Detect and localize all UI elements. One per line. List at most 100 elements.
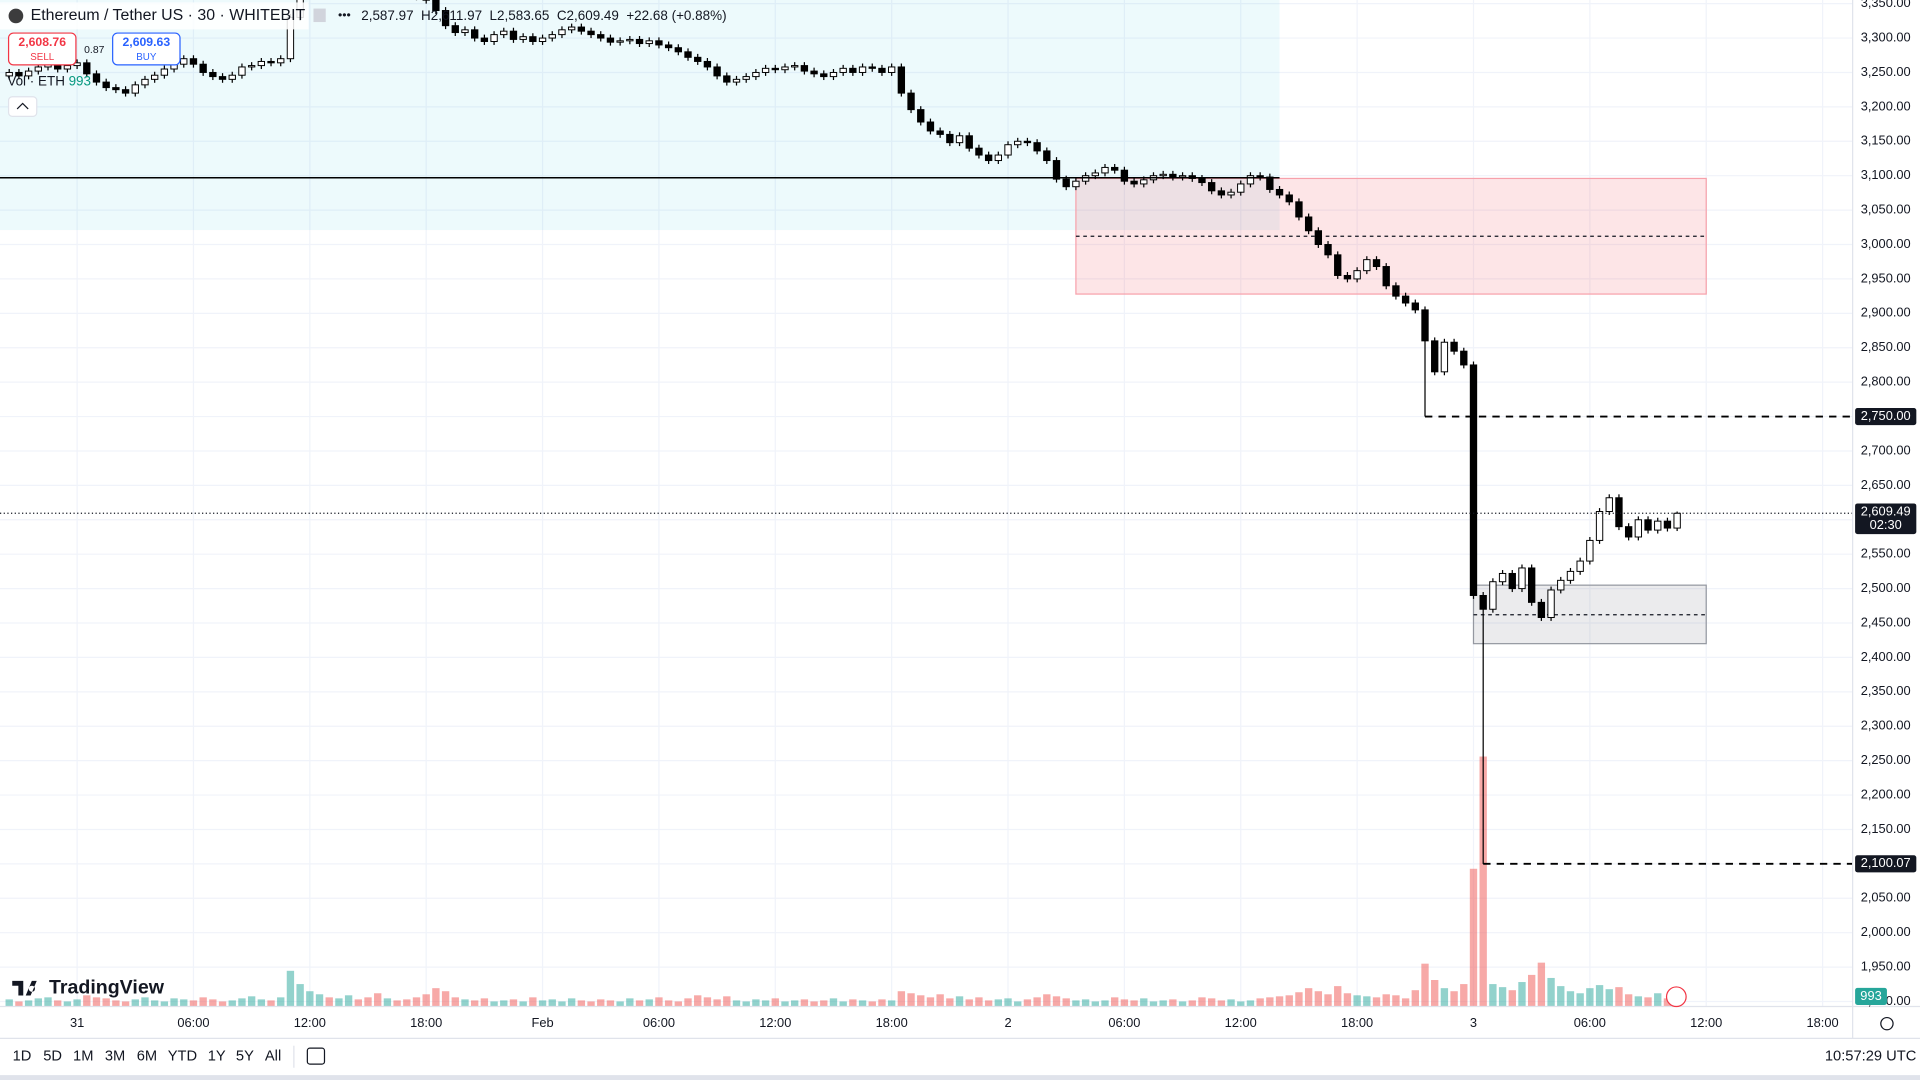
candle-body bbox=[102, 81, 110, 89]
candle-body bbox=[761, 67, 770, 73]
volume-bar bbox=[1605, 989, 1613, 1007]
volume-bar bbox=[1217, 1000, 1226, 1007]
candle-body bbox=[1469, 364, 1478, 596]
range-button[interactable]: YTD bbox=[168, 1049, 197, 1065]
candle-body bbox=[247, 65, 256, 68]
volume-bar bbox=[1111, 997, 1119, 1007]
volume-bar bbox=[926, 997, 935, 1007]
volume-bar bbox=[325, 997, 333, 1007]
volume-bar bbox=[393, 1000, 401, 1007]
y-tick-label: 3,000.00 bbox=[1861, 236, 1911, 251]
candle-body bbox=[684, 51, 692, 58]
range-button[interactable]: All bbox=[265, 1049, 281, 1065]
candle-body bbox=[1537, 601, 1546, 618]
volume-bar bbox=[1198, 997, 1206, 1007]
candle-body bbox=[1004, 144, 1012, 156]
candle-body bbox=[713, 66, 721, 77]
volume-bar bbox=[529, 997, 537, 1007]
candle-body bbox=[1120, 169, 1129, 182]
ohlc-value: 2,587.97 bbox=[361, 7, 413, 22]
candle-body bbox=[878, 67, 886, 73]
range-button[interactable]: 1D bbox=[13, 1049, 32, 1065]
candle-body bbox=[946, 133, 954, 144]
volume-bar bbox=[1169, 999, 1177, 1007]
candle-body bbox=[1033, 142, 1041, 152]
volume-label: 993 bbox=[1860, 988, 1881, 1003]
range-button[interactable]: 3M bbox=[105, 1049, 125, 1065]
volume-bar bbox=[946, 998, 954, 1007]
volume-bar bbox=[1304, 988, 1313, 1007]
candle-body bbox=[1663, 520, 1672, 529]
range-button[interactable]: 1Y bbox=[208, 1049, 226, 1065]
alert-icon[interactable] bbox=[1665, 986, 1687, 1008]
collapse-button[interactable] bbox=[7, 96, 38, 117]
range-button[interactable]: 1M bbox=[73, 1049, 93, 1065]
candle-body bbox=[577, 26, 586, 32]
volume-bar bbox=[994, 999, 1003, 1007]
volume-bar bbox=[1469, 868, 1478, 1007]
y-tick-label: 3,200.00 bbox=[1861, 98, 1911, 113]
y-tick-label: 2,850.00 bbox=[1861, 339, 1911, 354]
volume-bar bbox=[1227, 999, 1235, 1007]
candle-body bbox=[441, 10, 450, 27]
x-tick-label: 18:00 bbox=[410, 1015, 442, 1030]
candle-body bbox=[1557, 579, 1565, 591]
volume-bar bbox=[1363, 996, 1371, 1007]
range-button[interactable]: 5Y bbox=[236, 1049, 254, 1065]
candle-body bbox=[771, 67, 779, 71]
x-tick-label: 2 bbox=[1004, 1015, 1011, 1030]
volume-bar bbox=[228, 1000, 236, 1007]
candle-body bbox=[34, 66, 42, 72]
plot-area bbox=[0, 0, 1853, 1007]
candle-body bbox=[1498, 572, 1507, 583]
volume-bar bbox=[616, 1001, 624, 1007]
volume-bar bbox=[412, 997, 421, 1007]
candle-body bbox=[548, 34, 556, 39]
candle-body bbox=[936, 130, 944, 135]
candle-body bbox=[471, 29, 479, 39]
candle-body bbox=[24, 70, 33, 77]
volume-bar bbox=[548, 999, 556, 1007]
range-button[interactable]: 6M bbox=[137, 1049, 157, 1065]
y-tick-label: 2,650.00 bbox=[1861, 477, 1911, 492]
range-button[interactable]: 5D bbox=[43, 1049, 62, 1065]
volume-bar bbox=[63, 1001, 72, 1007]
volume-bar bbox=[150, 1000, 159, 1007]
candle-body bbox=[480, 37, 489, 42]
calendar-icon[interactable] bbox=[306, 1047, 326, 1065]
ohlc-key: L bbox=[490, 7, 498, 22]
y-tick-label: 3,300.00 bbox=[1861, 29, 1911, 44]
legend-menu[interactable]: ••• bbox=[338, 8, 351, 22]
volume-bar bbox=[1353, 995, 1361, 1007]
candle-body bbox=[1576, 560, 1584, 572]
candle-body bbox=[519, 36, 527, 40]
volume-bar bbox=[1101, 1000, 1109, 1007]
collapse-icon bbox=[16, 102, 29, 110]
x-tick-label: 12:00 bbox=[1690, 1015, 1722, 1030]
volume-bar bbox=[5, 999, 13, 1007]
candle-body bbox=[1285, 194, 1293, 203]
candle-body bbox=[1644, 519, 1652, 531]
candle-body bbox=[1547, 589, 1555, 618]
volume-bar bbox=[54, 1000, 62, 1007]
sell-button[interactable] bbox=[7, 32, 77, 66]
volume-bar bbox=[694, 995, 702, 1007]
volume-bar bbox=[1207, 998, 1216, 1007]
candle-body bbox=[1634, 519, 1643, 538]
x-tick-label: 06:00 bbox=[1108, 1015, 1140, 1030]
candle-body bbox=[1440, 341, 1449, 373]
candle-body bbox=[781, 66, 789, 71]
volume-bar bbox=[567, 998, 576, 1007]
volume-bar bbox=[490, 1001, 498, 1007]
candle-body bbox=[1207, 182, 1216, 192]
volume-bar bbox=[1081, 999, 1090, 1007]
settings-icon[interactable] bbox=[1880, 1016, 1894, 1031]
symbol-icon bbox=[8, 8, 24, 24]
buy-button[interactable] bbox=[112, 32, 181, 66]
candle-body bbox=[1624, 526, 1633, 538]
volume-bar bbox=[723, 996, 731, 1007]
candle-body bbox=[965, 135, 973, 149]
candle-body bbox=[1043, 150, 1051, 162]
volume-bar bbox=[1140, 998, 1148, 1007]
volume-bar bbox=[451, 997, 459, 1007]
